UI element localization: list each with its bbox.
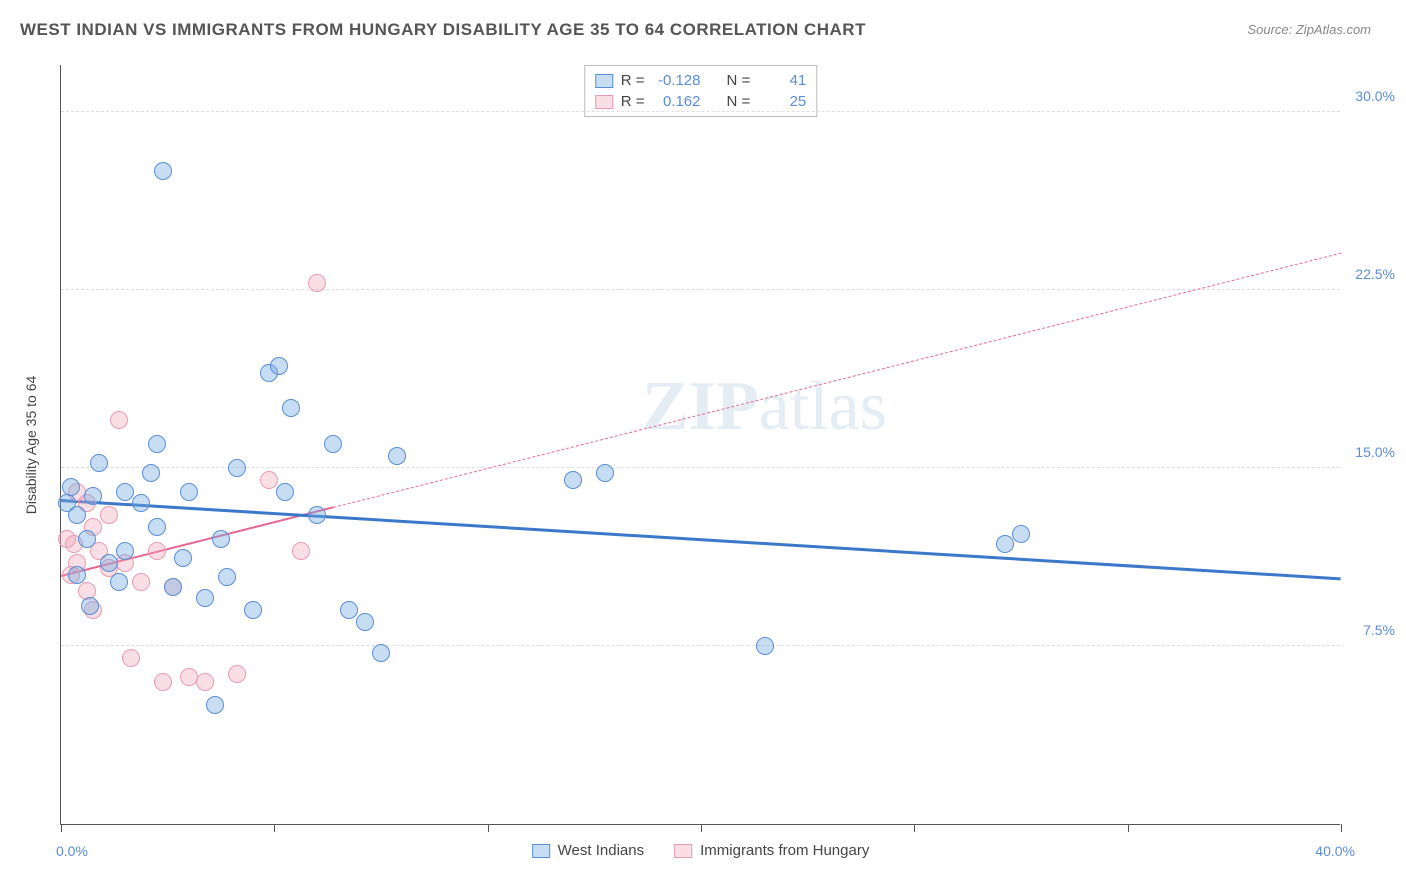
watermark: ZIPatlas (642, 367, 887, 447)
gridline (61, 645, 1340, 646)
legend-item-pink: Immigrants from Hungary (674, 842, 869, 859)
data-point (110, 411, 128, 429)
data-point (142, 464, 160, 482)
legend-label-pink: Immigrants from Hungary (700, 842, 869, 859)
data-point (388, 447, 406, 465)
data-point (132, 573, 150, 591)
data-point (196, 589, 214, 607)
r-label: R = (621, 72, 645, 89)
data-point (164, 578, 182, 596)
data-point (756, 637, 774, 655)
legend-stats-row-blue: R = -0.128 N = 41 (595, 70, 807, 91)
data-point (276, 483, 294, 501)
legend-series: West Indians Immigrants from Hungary (532, 842, 870, 859)
data-point (180, 483, 198, 501)
y-axis-label: Disability Age 35 to 64 (23, 375, 39, 514)
data-point (154, 673, 172, 691)
data-point (62, 478, 80, 496)
legend-stats-row-pink: R = 0.162 N = 25 (595, 91, 807, 112)
swatch-pink-icon (674, 844, 692, 858)
gridline (61, 111, 1340, 112)
gridline (61, 467, 1340, 468)
data-point (84, 487, 102, 505)
data-point (68, 506, 86, 524)
data-point (228, 665, 246, 683)
watermark-bold: ZIP (642, 368, 759, 445)
x-axis-max-label: 40.0% (1315, 843, 1355, 859)
swatch-pink-icon (595, 95, 613, 109)
data-point (154, 162, 172, 180)
data-point (78, 530, 96, 548)
data-point (116, 483, 134, 501)
data-point (206, 696, 224, 714)
source-attribution: Source: ZipAtlas.com (1247, 22, 1371, 37)
y-tick-label: 15.0% (1355, 444, 1395, 460)
data-point (356, 613, 374, 631)
data-point (996, 535, 1014, 553)
n-value-pink: 25 (758, 93, 806, 110)
data-point (340, 601, 358, 619)
legend-stats: R = -0.128 N = 41 R = 0.162 N = 25 (584, 65, 818, 117)
data-point (218, 568, 236, 586)
data-point (81, 597, 99, 615)
gridline (61, 289, 1340, 290)
data-point (68, 566, 86, 584)
x-tick (701, 824, 702, 832)
plot-area: Disability Age 35 to 64 ZIPatlas R = -0.… (60, 65, 1340, 825)
data-point (196, 673, 214, 691)
data-point (282, 399, 300, 417)
swatch-blue-icon (595, 74, 613, 88)
r-value-pink: 0.162 (653, 93, 701, 110)
x-tick (488, 824, 489, 832)
data-point (372, 644, 390, 662)
data-point (308, 274, 326, 292)
data-point (228, 459, 246, 477)
data-point (100, 506, 118, 524)
y-tick-label: 30.0% (1355, 88, 1395, 104)
r-value-blue: -0.128 (653, 72, 701, 89)
data-point (132, 494, 150, 512)
data-point (564, 471, 582, 489)
data-point (324, 435, 342, 453)
data-point (100, 554, 118, 572)
data-point (116, 542, 134, 560)
data-point (148, 542, 166, 560)
data-point (174, 549, 192, 567)
trend-line-solid (61, 499, 1341, 580)
correlation-chart: WEST INDIAN VS IMMIGRANTS FROM HUNGARY D… (10, 10, 1396, 882)
data-point (308, 506, 326, 524)
watermark-rest: atlas (759, 368, 887, 445)
n-label: N = (727, 93, 751, 110)
x-tick (1128, 824, 1129, 832)
y-tick-label: 7.5% (1363, 622, 1395, 638)
data-point (596, 464, 614, 482)
data-point (90, 454, 108, 472)
data-point (1012, 525, 1030, 543)
data-point (148, 518, 166, 536)
x-tick (61, 824, 62, 832)
swatch-blue-icon (532, 844, 550, 858)
data-point (270, 357, 288, 375)
data-point (148, 435, 166, 453)
data-point (292, 542, 310, 560)
x-tick (914, 824, 915, 832)
legend-label-blue: West Indians (558, 842, 644, 859)
legend-item-blue: West Indians (532, 842, 644, 859)
data-point (260, 471, 278, 489)
r-label: R = (621, 93, 645, 110)
n-value-blue: 41 (758, 72, 806, 89)
data-point (110, 573, 128, 591)
y-tick-label: 22.5% (1355, 266, 1395, 282)
chart-title: WEST INDIAN VS IMMIGRANTS FROM HUNGARY D… (20, 20, 866, 40)
trend-line-dashed (333, 253, 1341, 508)
data-point (244, 601, 262, 619)
data-point (212, 530, 230, 548)
x-tick (1341, 824, 1342, 832)
x-axis-min-label: 0.0% (56, 843, 88, 859)
x-tick (274, 824, 275, 832)
data-point (122, 649, 140, 667)
n-label: N = (727, 72, 751, 89)
